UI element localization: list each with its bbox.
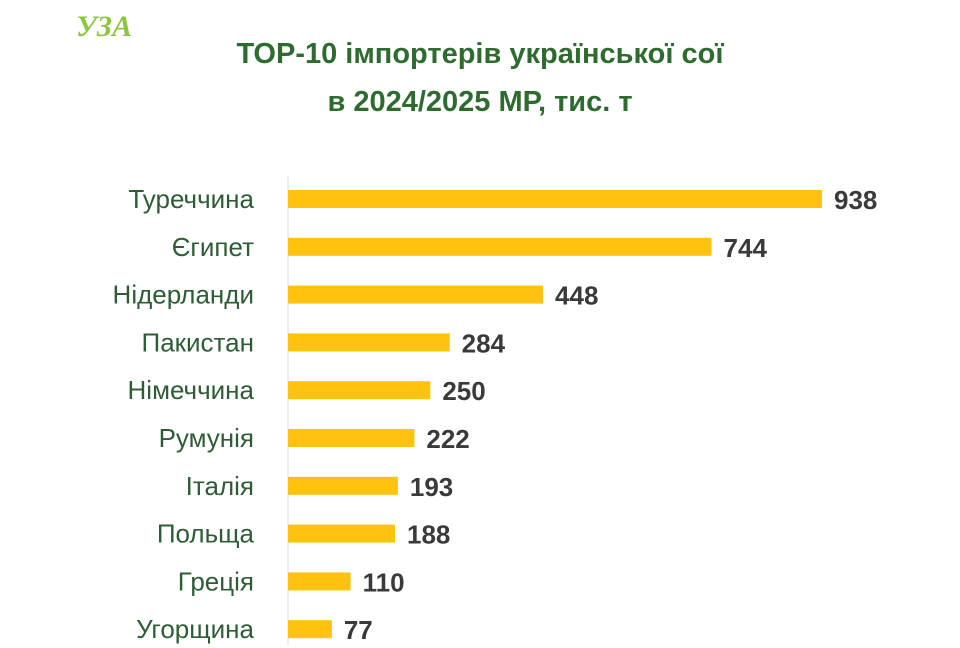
- value-label: 938: [834, 185, 877, 215]
- category-label: Туреччина: [128, 184, 254, 214]
- bar: [288, 429, 415, 447]
- bar-row: Пакистан 284: [142, 327, 506, 358]
- chart-subtitle: в 2024/2025 МР, тис. т: [327, 86, 633, 118]
- bar-row: Італія 193: [186, 471, 454, 502]
- category-label: Польща: [157, 519, 255, 549]
- category-label: Єгипет: [172, 232, 254, 262]
- value-label: 250: [442, 376, 485, 406]
- value-label: 188: [407, 520, 450, 550]
- bar: [288, 237, 712, 256]
- category-label: Греція: [178, 566, 254, 596]
- value-label: 744: [724, 233, 768, 263]
- bar-row: Нідерланди 448: [113, 280, 599, 311]
- bar: [288, 476, 398, 495]
- bar-row: Німеччина 250: [128, 375, 486, 406]
- uza-logo: УЗА: [76, 10, 132, 43]
- bar: [288, 381, 431, 400]
- value-label: 448: [555, 281, 598, 311]
- category-label: Пакистан: [142, 327, 254, 357]
- bar: [288, 572, 351, 591]
- bar-row: Туреччина 938: [128, 184, 877, 215]
- bar-row: Єгипет 744: [172, 232, 768, 263]
- category-label: Нідерланди: [113, 280, 254, 310]
- value-label: 222: [426, 424, 469, 454]
- bar: [288, 620, 332, 639]
- category-label: Румунія: [159, 423, 254, 453]
- bar: [288, 333, 450, 352]
- bar-row: Угорщина 77: [136, 614, 373, 645]
- value-label: 193: [410, 472, 453, 502]
- category-label: Італія: [186, 471, 254, 501]
- logo-text: УЗА: [76, 10, 132, 43]
- category-label: Німеччина: [128, 375, 255, 405]
- bar-row: Греція 110: [178, 566, 405, 597]
- bar-row: Польща 188: [157, 519, 451, 550]
- value-label: 284: [462, 328, 506, 358]
- bar: [288, 524, 396, 543]
- chart-title: ТОР-10 імпортерів української сої: [236, 38, 724, 70]
- bar: [288, 190, 822, 208]
- value-label: 110: [363, 567, 405, 597]
- category-label: Угорщина: [136, 614, 254, 644]
- bar: [288, 285, 544, 304]
- bar-row: Румунія 222: [159, 423, 470, 454]
- value-label: 77: [344, 615, 373, 645]
